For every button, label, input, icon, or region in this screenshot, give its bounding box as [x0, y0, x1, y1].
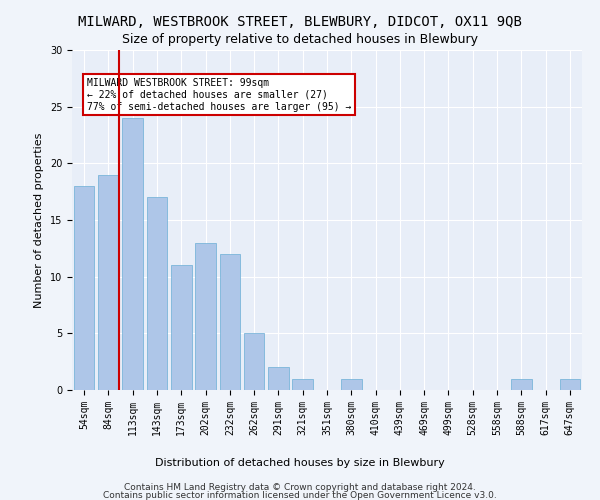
Text: MILWARD, WESTBROOK STREET, BLEWBURY, DIDCOT, OX11 9QB: MILWARD, WESTBROOK STREET, BLEWBURY, DID… [78, 15, 522, 29]
Bar [244, 334, 265, 390]
Bar [268, 368, 289, 390]
Bar [146, 198, 167, 390]
Bar [195, 242, 216, 390]
Text: Contains HM Land Registry data © Crown copyright and database right 2024.: Contains HM Land Registry data © Crown c… [124, 482, 476, 492]
Y-axis label: Number of detached properties: Number of detached properties [34, 132, 44, 308]
Text: Distribution of detached houses by size in Blewbury: Distribution of detached houses by size … [155, 458, 445, 468]
Text: MILWARD WESTBROOK STREET: 99sqm
← 22% of detached houses are smaller (27)
77% of: MILWARD WESTBROOK STREET: 99sqm ← 22% of… [86, 78, 351, 112]
Bar [98, 174, 119, 390]
Bar [511, 378, 532, 390]
Bar [220, 254, 240, 390]
Bar [560, 378, 580, 390]
Text: Contains public sector information licensed under the Open Government Licence v3: Contains public sector information licen… [103, 491, 497, 500]
Bar [292, 378, 313, 390]
Bar [74, 186, 94, 390]
Bar [171, 266, 191, 390]
Text: Size of property relative to detached houses in Blewbury: Size of property relative to detached ho… [122, 32, 478, 46]
Bar [341, 378, 362, 390]
Bar [122, 118, 143, 390]
